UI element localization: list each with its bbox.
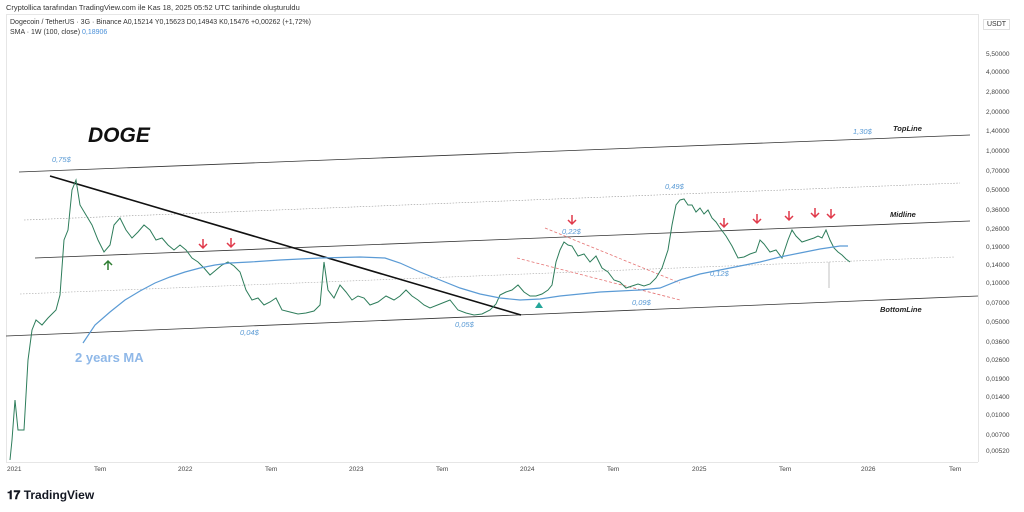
time-tick: Tem — [779, 466, 792, 473]
sma-legend[interactable]: SMA · 1W (100, close) 0,18906 — [10, 28, 311, 38]
price-tick: 0,01000 — [986, 412, 1010, 419]
time-tick: Tem — [436, 466, 449, 473]
price-label: 0,12$ — [710, 269, 729, 278]
price-tick: 0,05000 — [986, 319, 1010, 326]
price-tick: 0,00700 — [986, 432, 1010, 439]
brand-name: TradingView — [23, 488, 95, 502]
time-tick: 2026 — [861, 466, 876, 473]
up-arrow-icon — [103, 259, 113, 270]
price-tick: 2,80000 — [986, 89, 1010, 96]
wedge-lower[interactable] — [516, 257, 681, 301]
topline-label: TopLine — [893, 124, 922, 133]
price-tick: 0,02600 — [986, 357, 1010, 364]
price-tick: 0,07000 — [986, 300, 1010, 307]
tradingview-logo[interactable]: 𝟏𝟕 TradingView — [7, 488, 94, 503]
price-tick: 0,10000 — [986, 280, 1010, 287]
price-label: 1,30$ — [853, 127, 872, 136]
down-arrow-icon — [198, 239, 208, 250]
price-tick: 2,00000 — [986, 109, 1010, 116]
ma-annotation: 2 years MA — [75, 350, 144, 365]
midline[interactable] — [34, 220, 971, 259]
chart-pane[interactable] — [6, 14, 979, 463]
price-tick: 0,70000 — [986, 168, 1010, 175]
buy-triangle-icon — [535, 302, 543, 308]
sma-value: 0,18906 — [81, 29, 108, 36]
time-tick: Tem — [94, 466, 107, 473]
down-arrow-icon — [784, 211, 794, 222]
price-label: 0,05$ — [455, 320, 474, 329]
price-tick: 0,50000 — [986, 187, 1010, 194]
ma-line — [82, 245, 848, 344]
price-series — [9, 178, 851, 461]
price-tick: 0,01400 — [986, 394, 1010, 401]
topline[interactable] — [18, 134, 971, 173]
down-arrow-icon — [567, 215, 577, 226]
price-tick: 4,00000 — [986, 69, 1010, 76]
time-tick: 2021 — [7, 466, 22, 473]
legend: Dogecoin / TetherUS · 3G · Binance A0,15… — [10, 18, 311, 38]
descending-trendline[interactable] — [49, 175, 522, 316]
price-tick: 0,14000 — [986, 262, 1010, 269]
price-label: 0,49$ — [665, 182, 684, 191]
price-tick: 0,26000 — [986, 226, 1010, 233]
time-tick: 2024 — [520, 466, 535, 473]
time-tick: 2022 — [178, 466, 193, 473]
currency-unit[interactable]: USDT — [983, 19, 1011, 30]
bottomline[interactable] — [5, 295, 979, 337]
lower-dotted-line[interactable] — [19, 256, 956, 295]
time-tick: 2023 — [349, 466, 364, 473]
price-tick: 1,00000 — [986, 148, 1010, 155]
price-axis[interactable] — [978, 14, 1024, 462]
price-tick: 1,40000 — [986, 128, 1010, 135]
down-arrow-icon — [226, 238, 236, 249]
wedge-upper[interactable] — [544, 227, 681, 284]
down-arrow-icon — [719, 218, 729, 229]
price-label: 0,09$ — [632, 298, 651, 307]
price-tick: 0,19000 — [986, 244, 1010, 251]
symbol-line[interactable]: Dogecoin / TetherUS · 3G · Binance A0,15… — [10, 19, 311, 26]
price-tick: 5,50000 — [986, 51, 1010, 58]
price-label: 0,75$ — [52, 155, 71, 164]
down-arrow-icon — [826, 209, 836, 220]
time-tick: 2025 — [692, 466, 707, 473]
time-tick: Tem — [949, 466, 962, 473]
tv-logo-icon: 𝟏𝟕 — [7, 488, 24, 502]
price-tick: 0,01900 — [986, 376, 1010, 383]
chart-title-annotation: DOGE — [88, 124, 150, 147]
price-tick: 0,00520 — [986, 448, 1010, 455]
midline-label: Midline — [890, 210, 916, 219]
chart-credit: Cryptollica tarafından TradingView.com i… — [6, 3, 300, 12]
resistance-arrows — [198, 208, 836, 250]
upper-dotted-line[interactable] — [23, 182, 961, 221]
bottomline-label: BottomLine — [880, 305, 922, 314]
down-arrow-icon — [752, 214, 762, 225]
time-axis[interactable] — [6, 462, 978, 477]
sma-label: SMA · 1W (100, close) — [10, 29, 81, 36]
time-tick: Tem — [607, 466, 620, 473]
price-label: 0,22$ — [562, 227, 581, 236]
price-label: 0,04$ — [240, 328, 259, 337]
price-tick: 0,03600 — [986, 339, 1010, 346]
time-tick: Tem — [265, 466, 278, 473]
down-arrow-icon — [810, 208, 820, 219]
price-tick: 0,36000 — [986, 207, 1010, 214]
